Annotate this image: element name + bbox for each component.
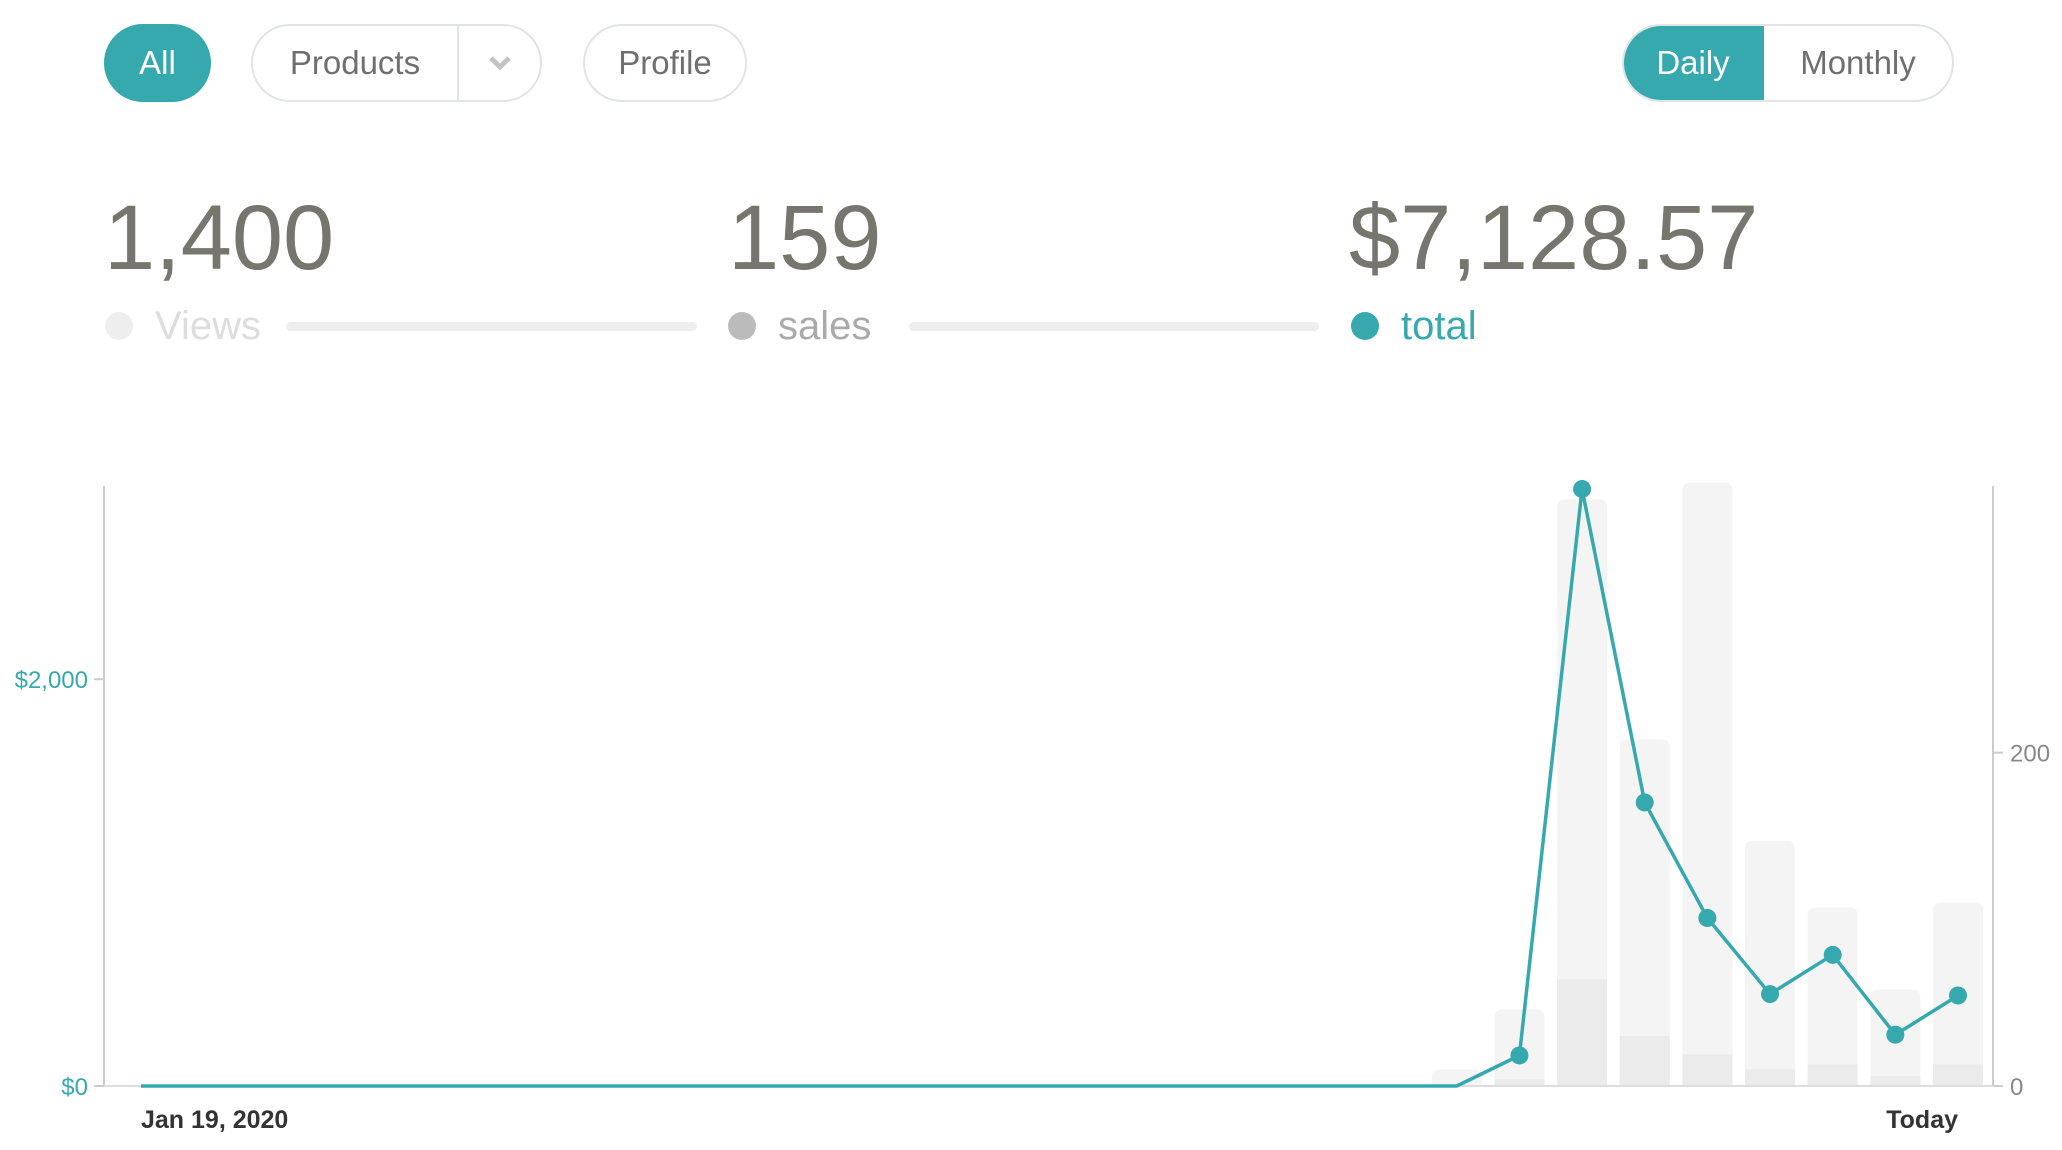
legend-sales[interactable]: sales [728,303,872,348]
sales-bar [1619,1036,1670,1086]
sales-bar [1682,1054,1733,1086]
sales-track [909,322,1319,331]
total-line [141,487,1959,1088]
right-tick-label: 0 [2010,1074,2023,1101]
total-point [1886,1025,1905,1044]
filter-profile-button[interactable]: Profile [583,24,747,102]
period-monthly-button[interactable]: Monthly [1800,44,1916,81]
total-point [1698,909,1717,927]
sales-value: 159 [728,187,882,289]
total-point [1823,945,1842,964]
sales-bar [1557,979,1608,1086]
x-label-last: Today [1886,1106,1958,1134]
legend-total[interactable]: total [1351,303,1477,348]
x-label-first: Jan 19, 2020 [141,1106,288,1134]
views-bar [1619,739,1670,1086]
total-point [1761,985,1780,1004]
views-bar [1807,907,1858,1086]
views-label: Views [155,303,261,348]
sales-bar [1870,1076,1921,1086]
sales-bar [1807,1064,1858,1086]
products-divider [457,26,459,100]
chevron-down-icon[interactable] [459,55,540,71]
sales-bar [1933,1064,1983,1086]
sales-dot-icon [728,312,756,340]
total-dot-icon [1351,312,1379,340]
views-bar [1557,499,1608,1086]
views-bar [1682,482,1733,1087]
total-label: total [1401,303,1477,348]
period-daily-button[interactable]: Daily [1624,26,1764,100]
left-tick-label: $0 [61,1074,88,1101]
views-bar [1745,841,1796,1086]
filter-all-label: All [139,44,176,81]
left-tick-label: $2,000 [15,667,88,694]
legend-views[interactable]: Views [105,303,261,348]
filter-products-label: Products [289,44,421,81]
total-point [1573,480,1592,499]
views-track [286,322,697,331]
sales-label: sales [778,303,872,348]
total-value: $7,128.57 [1349,187,1759,289]
right-tick-label: 200 [2010,741,2050,768]
total-point [1635,793,1654,812]
total-point [1510,1046,1529,1065]
filter-profile-label: Profile [618,44,712,81]
sales-bar [1745,1069,1796,1086]
views-value: 1,400 [104,187,335,289]
views-dot-icon [105,312,133,340]
filter-all-button[interactable]: All [104,24,211,102]
filter-products-button[interactable]: Products [251,24,542,102]
period-toggle: Daily Monthly [1622,24,1954,102]
sales-bar [1494,1079,1545,1086]
total-point [1949,986,1967,1005]
